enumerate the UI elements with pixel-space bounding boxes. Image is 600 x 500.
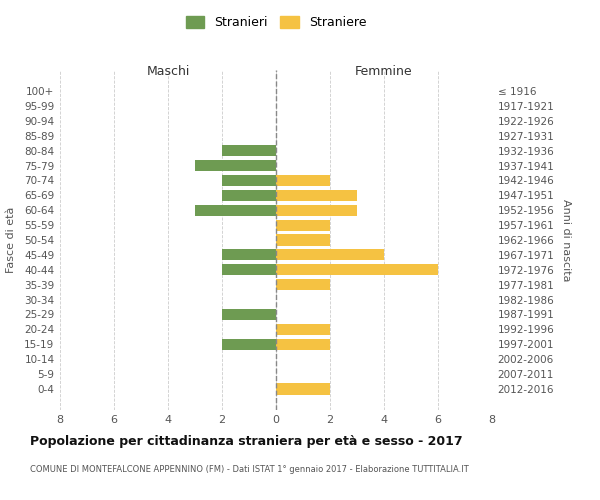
Bar bbox=[222, 145, 276, 156]
Text: Femmine: Femmine bbox=[355, 64, 413, 78]
Bar bbox=[276, 175, 330, 186]
Bar bbox=[276, 204, 357, 216]
Text: Maschi: Maschi bbox=[146, 64, 190, 78]
Text: Popolazione per cittadinanza straniera per età e sesso - 2017: Popolazione per cittadinanza straniera p… bbox=[30, 435, 463, 448]
Bar bbox=[195, 160, 276, 171]
Bar bbox=[222, 190, 276, 201]
Bar bbox=[222, 250, 276, 260]
Bar bbox=[276, 250, 384, 260]
Bar bbox=[276, 324, 330, 335]
Bar bbox=[222, 175, 276, 186]
Bar bbox=[222, 338, 276, 350]
Legend: Stranieri, Straniere: Stranieri, Straniere bbox=[181, 11, 371, 34]
Bar bbox=[276, 338, 330, 350]
Text: COMUNE DI MONTEFALCONE APPENNINO (FM) - Dati ISTAT 1° gennaio 2017 - Elaborazion: COMUNE DI MONTEFALCONE APPENNINO (FM) - … bbox=[30, 465, 469, 474]
Bar bbox=[195, 204, 276, 216]
Bar bbox=[222, 309, 276, 320]
Bar bbox=[276, 264, 438, 276]
Y-axis label: Fasce di età: Fasce di età bbox=[6, 207, 16, 273]
Bar bbox=[222, 264, 276, 276]
Bar bbox=[276, 190, 357, 201]
Bar bbox=[276, 279, 330, 290]
Y-axis label: Anni di nascita: Anni di nascita bbox=[561, 198, 571, 281]
Bar bbox=[276, 384, 330, 394]
Bar bbox=[276, 220, 330, 230]
Bar bbox=[276, 234, 330, 246]
